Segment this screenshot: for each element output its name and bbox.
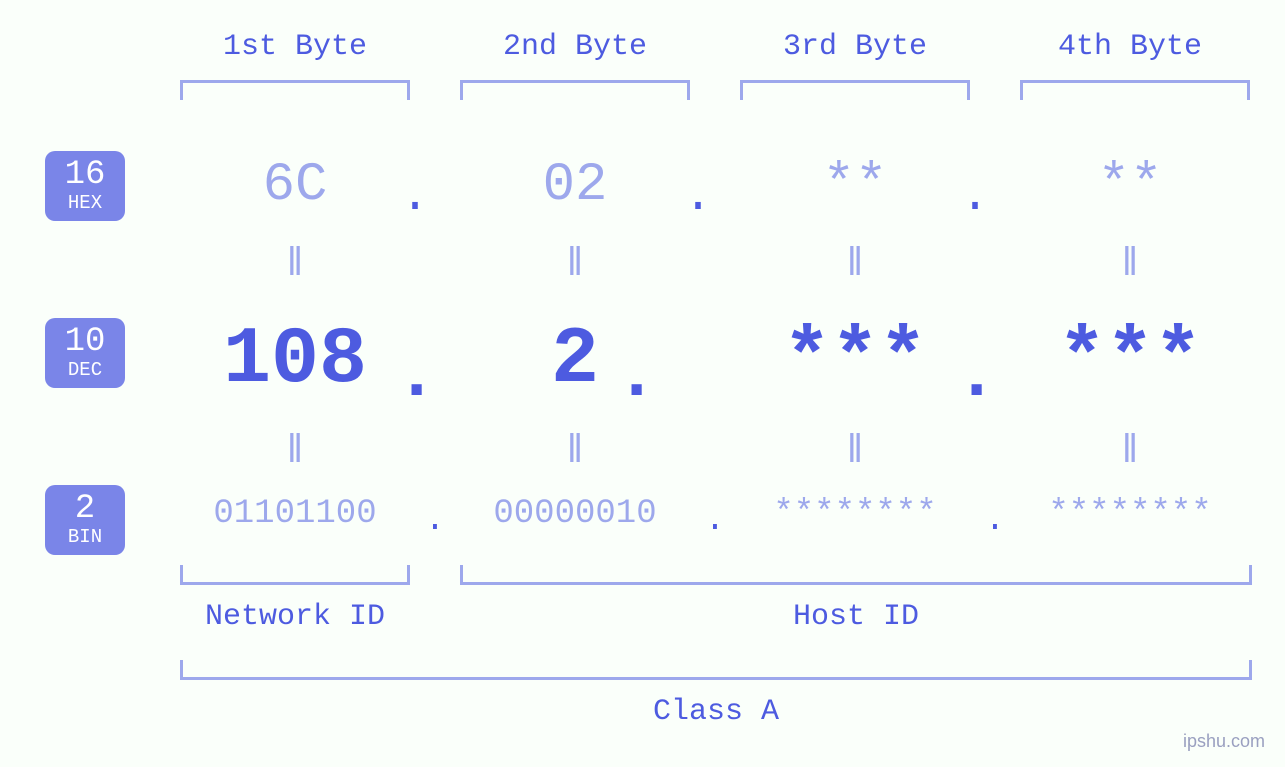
badge-dec-label: DEC <box>45 360 125 380</box>
badge-bin-base: 2 <box>45 491 125 527</box>
badge-dec: 10 DEC <box>45 318 125 388</box>
ip-diagram: 1st Byte 2nd Byte 3rd Byte 4th Byte 16 H… <box>0 0 1285 767</box>
dec-byte-2: 2 <box>450 315 700 406</box>
dec-byte-4: *** <box>1005 315 1255 406</box>
hex-dot-1: . <box>395 170 435 224</box>
badge-hex-base: 16 <box>45 157 125 193</box>
byte-header-2: 2nd Byte <box>450 30 700 64</box>
hex-byte-3: ** <box>730 155 980 216</box>
hex-byte-1: 6C <box>170 155 420 216</box>
dec-dot-2: . <box>615 335 655 417</box>
badge-dec-base: 10 <box>45 324 125 360</box>
byte-header-4: 4th Byte <box>1005 30 1255 64</box>
network-id-bracket <box>180 565 410 585</box>
top-bracket-2 <box>460 80 690 100</box>
bin-dot-2: . <box>695 502 735 540</box>
eq1-2: ǁ <box>450 243 700 288</box>
byte-header-3: 3rd Byte <box>730 30 980 64</box>
eq1-1: ǁ <box>170 243 420 288</box>
dec-byte-3: *** <box>730 315 980 406</box>
eq1-4: ǁ <box>1005 243 1255 288</box>
watermark: ipshu.com <box>1183 731 1265 752</box>
eq2-1: ǁ <box>170 430 420 475</box>
hex-byte-2: 02 <box>450 155 700 216</box>
badge-bin-label: BIN <box>45 527 125 547</box>
bin-byte-3: ******** <box>730 495 980 533</box>
top-bracket-3 <box>740 80 970 100</box>
eq2-2: ǁ <box>450 430 700 475</box>
badge-hex-label: HEX <box>45 193 125 213</box>
byte-header-1: 1st Byte <box>170 30 420 64</box>
host-id-bracket <box>460 565 1252 585</box>
class-bracket <box>180 660 1252 680</box>
dec-dot-3: . <box>955 335 995 417</box>
class-label: Class A <box>180 695 1252 729</box>
bin-byte-4: ******** <box>1005 495 1255 533</box>
bin-dot-1: . <box>415 502 455 540</box>
badge-bin: 2 BIN <box>45 485 125 555</box>
network-id-label: Network ID <box>170 600 420 634</box>
bin-dot-3: . <box>975 502 1015 540</box>
hex-dot-2: . <box>678 170 718 224</box>
bin-byte-1: 01101100 <box>170 495 420 533</box>
top-bracket-1 <box>180 80 410 100</box>
bin-byte-2: 00000010 <box>450 495 700 533</box>
eq2-4: ǁ <box>1005 430 1255 475</box>
hex-byte-4: ** <box>1005 155 1255 216</box>
eq1-3: ǁ <box>730 243 980 288</box>
dec-dot-1: . <box>395 335 435 417</box>
eq2-3: ǁ <box>730 430 980 475</box>
top-bracket-4 <box>1020 80 1250 100</box>
hex-dot-3: . <box>955 170 995 224</box>
badge-hex: 16 HEX <box>45 151 125 221</box>
host-id-label: Host ID <box>460 600 1252 634</box>
dec-byte-1: 108 <box>170 315 420 406</box>
